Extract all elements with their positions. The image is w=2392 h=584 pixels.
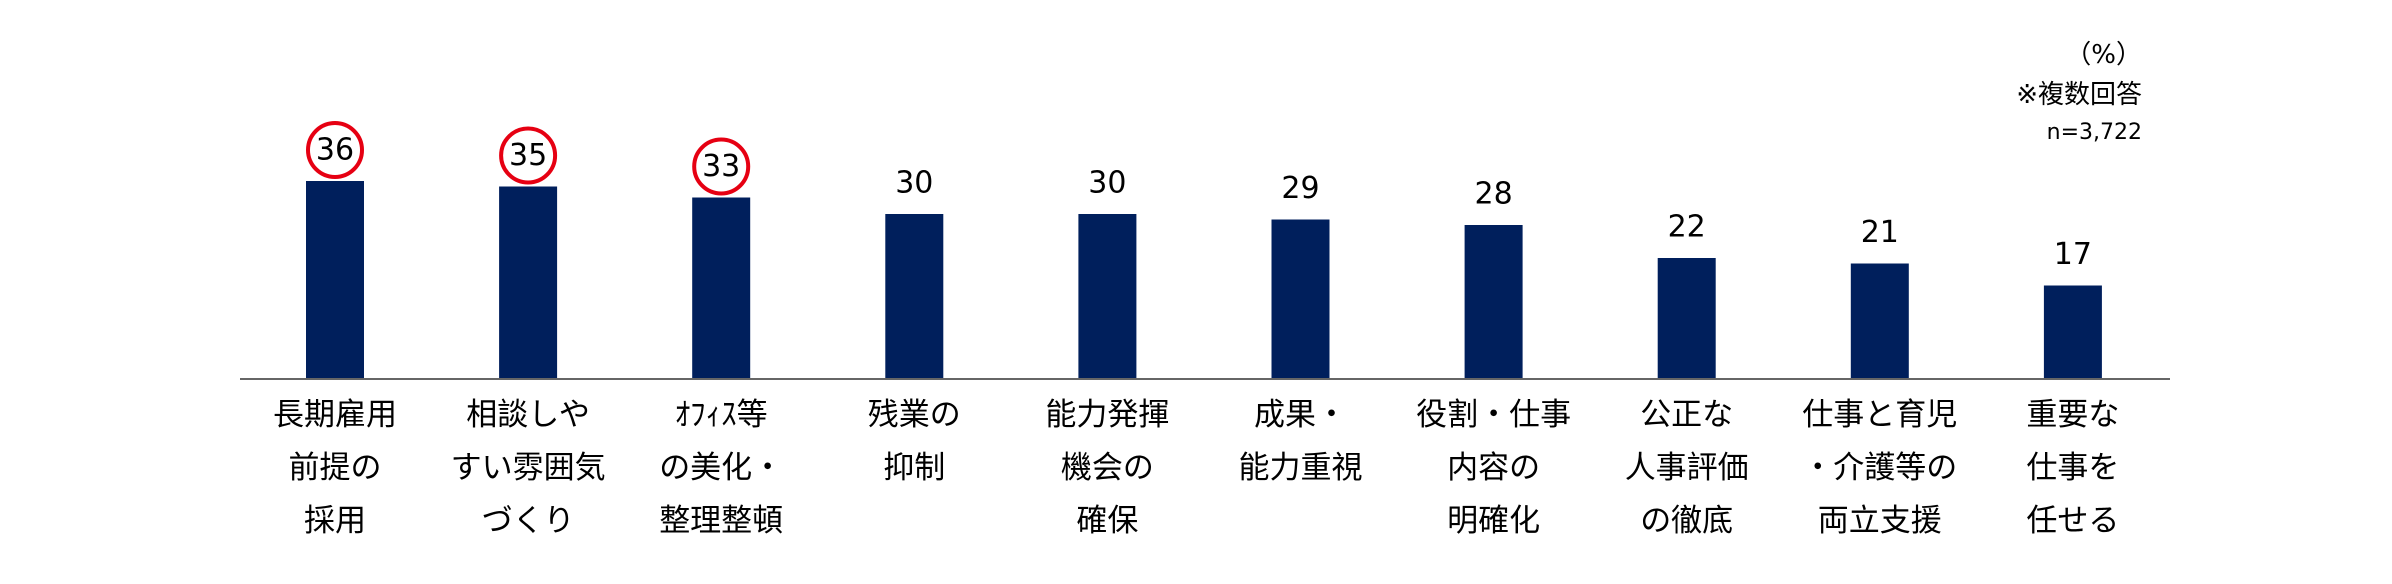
bar-3 [692,197,751,379]
value-label-5: 30 [1088,166,1126,201]
bar-2 [499,186,558,379]
value-label-4: 30 [895,166,933,201]
multiple-answer-note: ※複数回答 [2016,80,2142,110]
category-label-6: 成果・能力重視 [1239,397,1363,486]
bar-7 [1464,225,1523,379]
bar-9 [1850,263,1909,379]
value-label-8: 22 [1668,210,1706,245]
category-label-10: 重要な仕事を任せる [2026,397,2119,539]
bar-1 [306,181,364,379]
category-label-3: ｵﾌｨｽ等の美化・整理整頓 [659,397,783,539]
value-label-7: 28 [1475,177,1513,212]
bar-4 [885,214,944,379]
category-label-7: 役割・仕事内容の明確化 [1416,397,1571,539]
sample-size: n=3,722 [2046,120,2142,145]
category-label-2: 相談しやすい雰囲気づくり [451,397,606,539]
category-label-1: 長期雇用前提の採用 [273,397,397,539]
unit-label: （%） [2065,40,2142,70]
bar-6 [1271,219,1330,379]
highlight-circle-2 [499,126,558,185]
category-label-5: 能力発揮機会の確保 [1045,397,1169,539]
value-label-2: 35 [509,138,547,173]
category-label-4: 残業の抑制 [868,397,961,486]
highlight-circle-3 [692,137,751,196]
bar-5 [1078,214,1137,379]
value-label-3: 33 [702,149,740,184]
highlight-circle-1 [306,121,364,179]
value-label-9: 21 [1861,215,1899,250]
category-label-8: 公正な人事評価の徹底 [1625,397,1749,539]
bar-10 [2043,285,2102,379]
value-label-1: 36 [316,133,354,168]
category-label-9: 仕事と育児・介護等の両立支援 [1802,397,1957,539]
value-label-6: 29 [1281,171,1319,206]
labels-layer: 36 長期雇用前提の採用 35 相談しやすい雰囲気づくり 33 ｵﾌｨｽ等の美化・整理整頓… [273,121,2119,539]
value-label-10: 17 [2054,237,2092,272]
bars-layer [306,181,2102,379]
bar-8 [1657,258,1716,379]
